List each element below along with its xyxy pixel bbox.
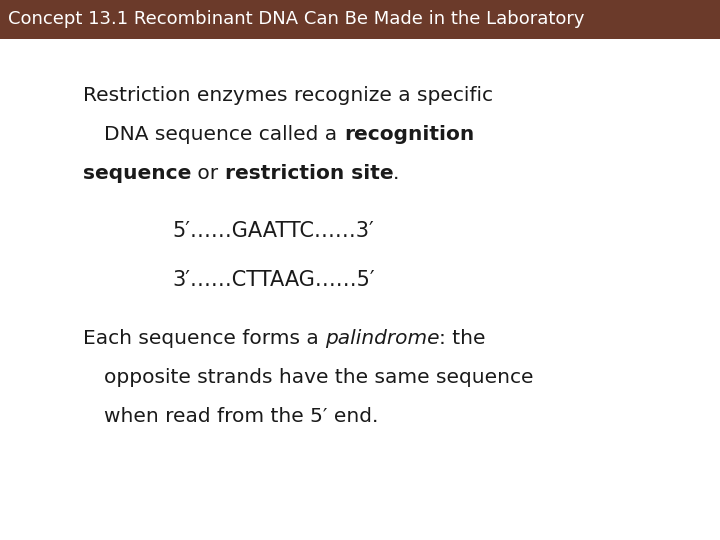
Text: 3′……CTTAAG……5′: 3′……CTTAAG……5′ (173, 270, 375, 290)
Bar (0, 0, 720, 39)
Text: Restriction enzymes recognize a specific: Restriction enzymes recognize a specific (83, 86, 492, 105)
Text: palindrome: palindrome (325, 329, 439, 348)
Text: sequence: sequence (83, 164, 192, 183)
Text: 5′……GAATTC……3′: 5′……GAATTC……3′ (173, 221, 374, 241)
Text: when read from the 5′ end.: when read from the 5′ end. (104, 407, 379, 426)
Text: DNA sequence called a: DNA sequence called a (104, 125, 344, 144)
Text: recognition: recognition (344, 125, 474, 144)
Text: Each sequence forms a: Each sequence forms a (83, 329, 325, 348)
Text: .: . (393, 164, 400, 183)
Text: restriction site: restriction site (225, 164, 393, 183)
Text: Concept 13.1 Recombinant DNA Can Be Made in the Laboratory: Concept 13.1 Recombinant DNA Can Be Made… (8, 10, 585, 29)
Text: opposite strands have the same sequence: opposite strands have the same sequence (104, 368, 534, 387)
Text: or: or (192, 164, 225, 183)
Text: : the: : the (439, 329, 486, 348)
